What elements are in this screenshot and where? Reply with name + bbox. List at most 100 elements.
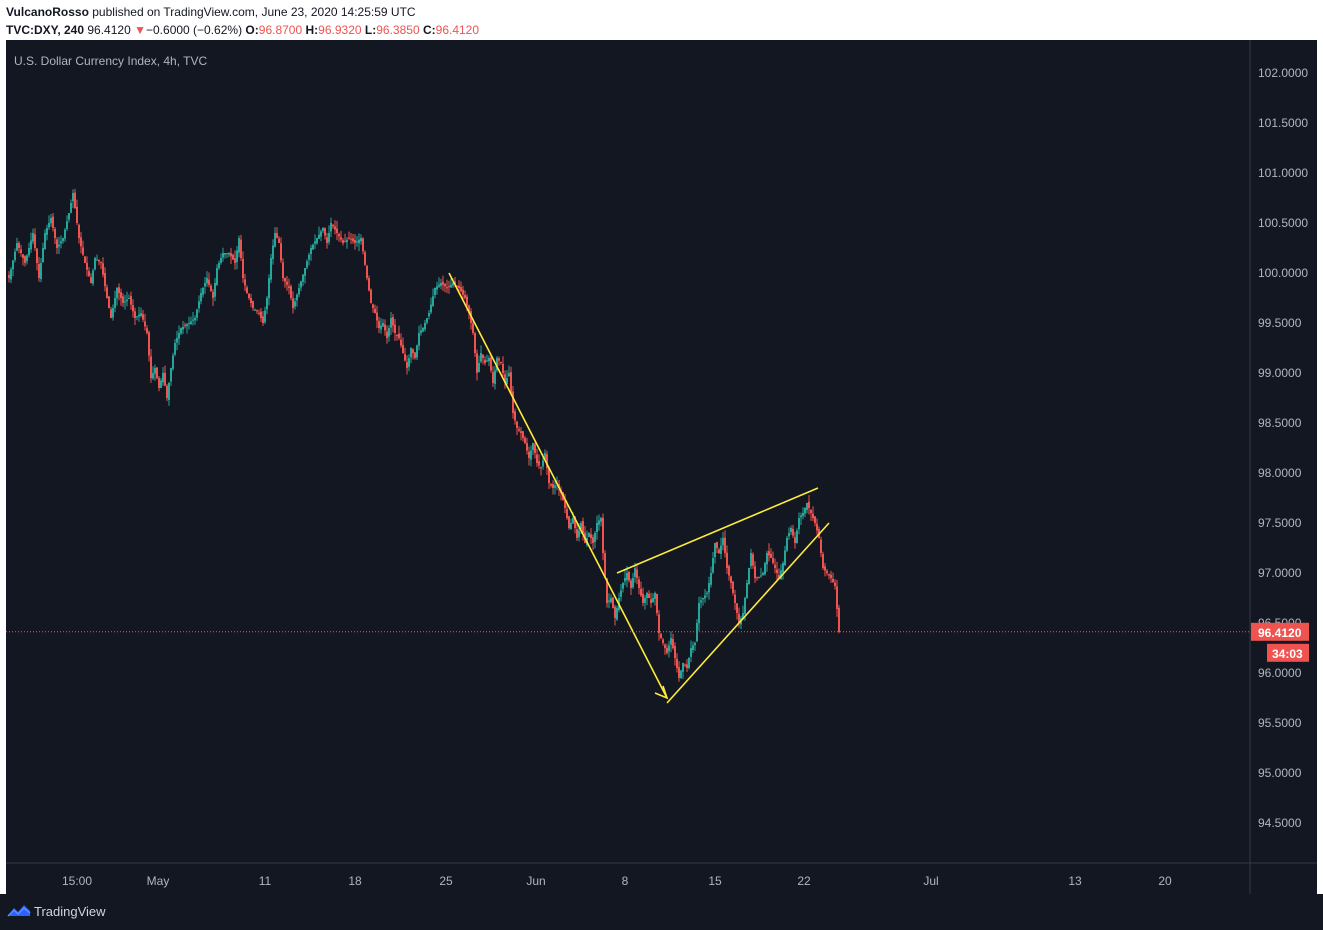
candle-body	[836, 586, 838, 609]
candle-body	[790, 528, 792, 533]
candle-body	[192, 319, 194, 321]
candle-body	[750, 553, 752, 567]
candle-body	[406, 362, 408, 368]
candle-body	[498, 358, 500, 361]
candle-body	[732, 581, 734, 593]
candle-body	[546, 454, 548, 468]
candle-body	[568, 516, 570, 528]
tradingview-brand[interactable]: TradingView	[34, 904, 106, 919]
candle-body	[208, 279, 210, 285]
candle-body	[650, 599, 652, 603]
wedge-upper-line[interactable]	[616, 487, 819, 574]
candle-body	[332, 224, 334, 227]
price-tick-label: 102.0000	[1258, 66, 1308, 80]
candle-body	[230, 253, 232, 257]
falling-trend-line[interactable]	[448, 272, 668, 699]
candle-body	[176, 338, 178, 343]
candle-body	[770, 553, 772, 558]
candle-body	[200, 293, 202, 302]
candle-body	[378, 320, 380, 328]
candle-body	[694, 643, 696, 646]
candle-body	[92, 270, 94, 284]
candle-body	[548, 467, 550, 483]
candle-body	[308, 254, 310, 260]
candle-body	[606, 578, 608, 603]
candle-body	[712, 558, 714, 573]
candle-body	[604, 553, 606, 578]
candle-body	[722, 538, 724, 546]
low-value: 96.3850	[376, 23, 420, 37]
time-tick-label: May	[147, 874, 170, 888]
candle-body	[430, 304, 432, 313]
chart-title: U.S. Dollar Currency Index, 4h, TVC	[14, 54, 208, 68]
candle-body	[766, 553, 768, 565]
candle-body	[532, 443, 534, 451]
close-label: C:	[422, 23, 436, 37]
candle-body	[420, 330, 422, 333]
low-label: L:	[364, 23, 377, 37]
candle-body	[698, 603, 700, 624]
candle-body	[322, 228, 324, 231]
candle-body	[20, 249, 22, 253]
candle-body	[304, 268, 306, 276]
candle-body	[74, 192, 76, 208]
candle-body	[122, 296, 124, 303]
candle-body	[62, 238, 64, 242]
candle-body	[140, 313, 142, 317]
candle-body	[478, 363, 480, 373]
candle-body	[538, 461, 540, 466]
candle-body	[632, 578, 634, 588]
candle-body	[518, 429, 520, 431]
author-name[interactable]: VulcanoRosso	[6, 5, 89, 19]
candle-body	[376, 312, 378, 321]
candle-body	[78, 224, 80, 238]
candle-body	[580, 523, 582, 530]
chart-area[interactable]	[6, 40, 1317, 894]
candle-body	[826, 570, 828, 573]
time-tick-label: 20	[1158, 874, 1172, 888]
symbol-name[interactable]: TVC:DXY, 240	[6, 23, 85, 37]
candle-body	[628, 571, 630, 581]
candle-body	[14, 251, 16, 261]
candle-body	[38, 264, 40, 278]
candle-body	[392, 317, 394, 326]
candle-body	[682, 663, 684, 672]
candle-body	[292, 298, 294, 308]
candle-body	[828, 574, 830, 576]
candle-body	[686, 664, 688, 668]
candle-body	[34, 234, 36, 248]
candle-body	[778, 574, 780, 578]
candle-body	[640, 588, 642, 596]
candle-body	[340, 237, 342, 240]
candle-body	[658, 614, 660, 633]
candle-body	[366, 266, 368, 278]
candle-body	[296, 294, 298, 301]
candle-body	[660, 633, 662, 638]
candle-body	[262, 316, 264, 323]
countdown-label: 34:03	[1272, 647, 1303, 661]
candle-body	[456, 286, 458, 288]
candle-body	[302, 274, 304, 282]
candle-body	[30, 240, 32, 250]
candle-body	[260, 311, 262, 318]
price-tick-label: 99.5000	[1258, 316, 1302, 330]
candle-body	[188, 323, 190, 324]
candle-body	[708, 583, 710, 593]
candle-body	[32, 233, 34, 242]
price-tick-label: 100.0000	[1258, 266, 1308, 280]
candle-body	[206, 278, 208, 284]
candle-body	[268, 278, 270, 299]
candle-body	[52, 216, 54, 228]
candle-body	[120, 292, 122, 298]
candle-body	[174, 343, 176, 355]
candle-body	[282, 262, 284, 278]
candle-body	[710, 573, 712, 585]
candle-body	[106, 287, 108, 298]
candle-body	[728, 566, 730, 576]
candle-body	[374, 308, 376, 313]
candle-body	[646, 593, 648, 598]
candle-body	[466, 296, 468, 306]
wedge-lower-line[interactable]	[666, 522, 830, 704]
candle-body	[182, 326, 184, 330]
